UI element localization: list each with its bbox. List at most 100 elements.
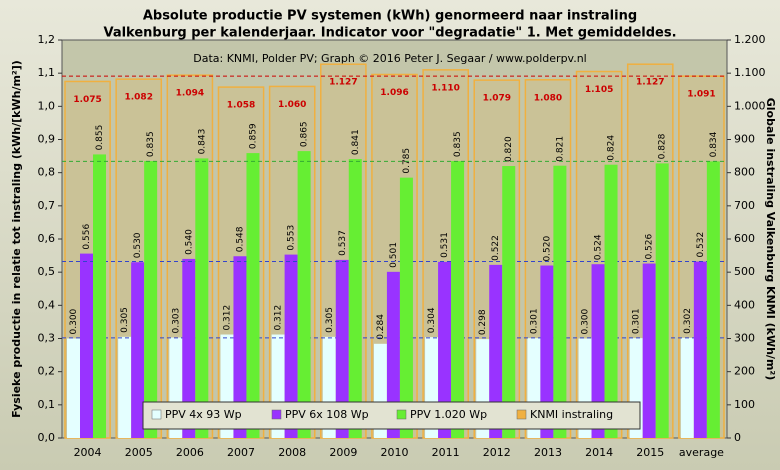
value-label: 0.824 [607, 135, 617, 161]
value-label: 0.841 [351, 129, 361, 155]
x-tick-label: 2010 [381, 446, 409, 459]
value-label: 0.298 [478, 309, 488, 335]
value-label: 0.284 [376, 314, 386, 340]
bar [246, 153, 260, 438]
x-tick-label: 2007 [227, 446, 255, 459]
knmi-value-label: 1.127 [329, 78, 357, 88]
bar [233, 256, 247, 438]
y-tick-label: 0,9 [38, 133, 56, 146]
value-label: 0.865 [300, 121, 310, 147]
value-label: 0.303 [171, 308, 181, 334]
knmi-value-label: 1.110 [431, 83, 459, 93]
value-label: 0.556 [82, 224, 92, 250]
knmi-value-label: 1.105 [585, 85, 613, 95]
legend-label: PPV 4x 93 Wp [165, 408, 242, 421]
value-label: 0.540 [184, 229, 194, 255]
value-label: 0.835 [146, 131, 156, 157]
y-tick-label: 0,8 [38, 166, 56, 179]
bar [284, 254, 298, 438]
value-label: 0.520 [542, 235, 552, 261]
knmi-value-label: 1.082 [124, 93, 152, 103]
legend-swatch [151, 409, 162, 420]
y-tick-label: 1,0 [38, 99, 56, 112]
legend-label: PPV 1.020 Wp [410, 408, 487, 421]
value-label: 0.501 [389, 242, 399, 268]
y2-tick-label: 400 [734, 298, 755, 311]
x-tick-label: 2004 [74, 446, 102, 459]
knmi-value-label: 1.080 [534, 93, 562, 103]
annotation: Data: KNMI, Polder PV; Graph © 2016 Pete… [193, 52, 586, 65]
y-tick-label: 0,4 [38, 298, 56, 311]
value-label: 0.532 [696, 232, 706, 258]
bar [144, 161, 158, 438]
value-label: 0.305 [325, 307, 335, 333]
value-label: 0.834 [709, 131, 719, 157]
bar [553, 165, 567, 438]
bar [680, 337, 694, 438]
y2-tick-label: 200 [734, 365, 755, 378]
x-tick-label: 2014 [585, 446, 613, 459]
legend-box [142, 401, 641, 430]
bar [399, 177, 413, 438]
y2-tick-label: 800 [734, 166, 755, 179]
bar [706, 161, 720, 438]
y-tick-label: 1,2 [38, 33, 56, 46]
x-tick-label: 2015 [636, 446, 664, 459]
bar [335, 259, 349, 438]
y-tick-label: 0,7 [38, 199, 56, 212]
bar [438, 261, 452, 438]
y-tick-label: 0,6 [38, 232, 56, 245]
bar [182, 258, 196, 438]
value-label: 0.302 [683, 308, 693, 334]
x-tick-label: 2012 [483, 446, 511, 459]
value-label: 0.522 [491, 235, 501, 261]
y2-tick-label: 600 [734, 232, 755, 245]
bar [386, 271, 400, 438]
chart-subtitle: Valkenburg per kalenderjaar. Indicator v… [103, 26, 676, 41]
value-label: 0.526 [645, 234, 655, 260]
y2-tick-label: 0 [734, 431, 741, 444]
y-tick-label: 1,1 [38, 66, 56, 79]
x-tick-label: 2006 [176, 446, 204, 459]
bar [195, 158, 209, 438]
bar [540, 265, 554, 438]
x-tick-label: 2011 [432, 446, 460, 459]
value-label: 0.300 [581, 308, 591, 334]
value-label: 0.821 [555, 136, 565, 162]
bar [451, 161, 465, 438]
y-axis-label: Fysieke productie in relatie tot instral… [10, 60, 23, 418]
y-tick-label: 0,3 [38, 332, 56, 345]
bar [693, 261, 707, 438]
knmi-value-label: 1.075 [73, 95, 101, 105]
value-label: 0.312 [222, 305, 232, 331]
knmi-value-label: 1.091 [687, 90, 715, 100]
value-label: 0.785 [402, 148, 412, 174]
value-label: 0.553 [287, 225, 297, 251]
bar [93, 154, 106, 439]
x-tick-label: 2013 [534, 446, 562, 459]
bar [67, 338, 80, 438]
knmi-value-label: 1.127 [636, 78, 664, 88]
y-tick-label: 0,5 [38, 265, 56, 278]
bar [502, 166, 516, 439]
legend-label: PPV 6x 108 Wp [285, 408, 369, 421]
bar [604, 164, 618, 438]
y2-tick-label: 700 [734, 199, 755, 212]
bar [591, 264, 605, 438]
y2-tick-label: 1.000 [734, 99, 766, 112]
y2-tick-label: 100 [734, 398, 755, 411]
value-label: 0.855 [95, 125, 105, 151]
value-label: 0.835 [453, 131, 463, 157]
knmi-value-label: 1.094 [176, 89, 204, 99]
value-label: 0.305 [120, 307, 130, 333]
value-label: 0.300 [69, 308, 79, 334]
y2-axis-label: Globale instraling Valkenburg KNMI (kWh/… [764, 98, 777, 381]
x-tick-label: average [679, 446, 724, 459]
bar [118, 336, 132, 438]
bar [297, 151, 311, 438]
value-label: 0.304 [427, 307, 437, 333]
value-label: 0.530 [133, 232, 143, 258]
y2-tick-label: 900 [734, 133, 755, 146]
y2-tick-label: 1.200 [734, 33, 766, 46]
